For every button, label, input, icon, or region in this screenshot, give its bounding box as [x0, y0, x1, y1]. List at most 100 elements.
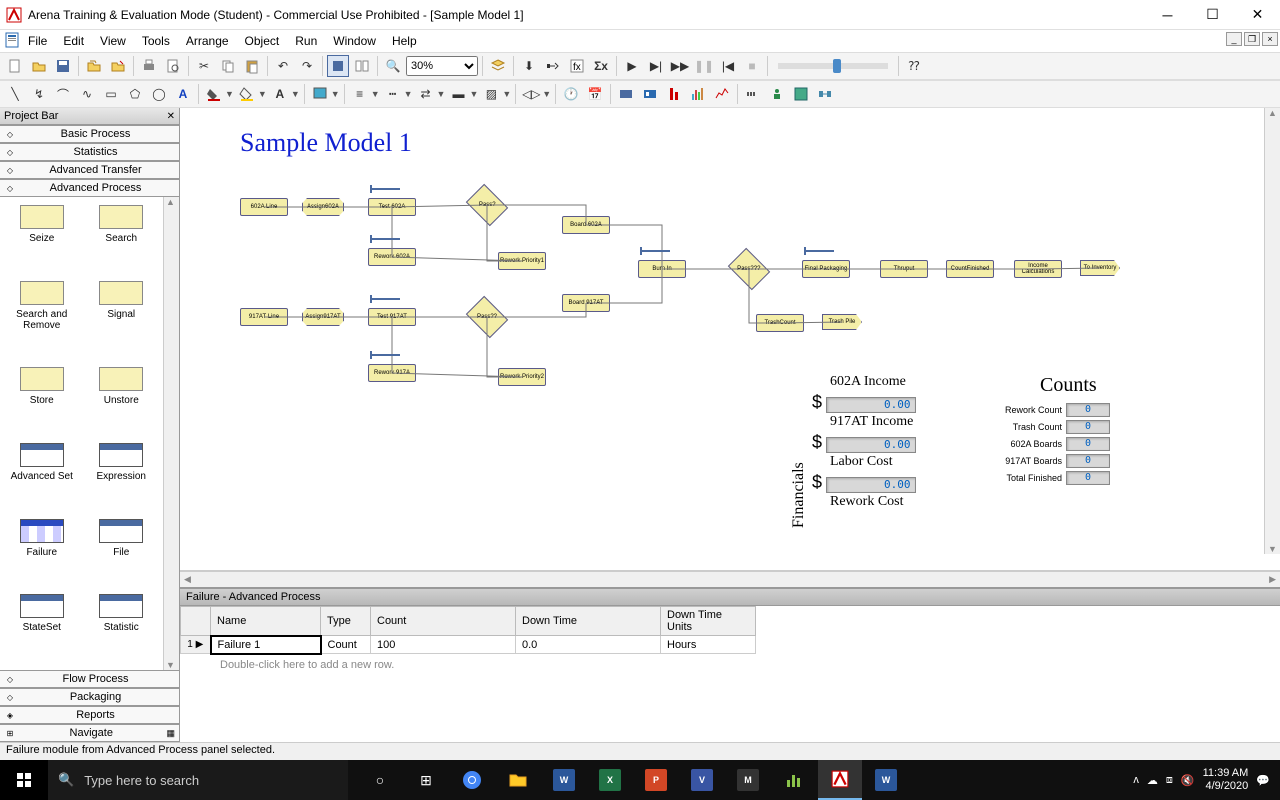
region-button[interactable]	[327, 55, 349, 77]
flownode-n7[interactable]: Rework Priority1	[498, 252, 546, 270]
flownode-n3[interactable]: Test 602A	[368, 198, 416, 216]
flownode-n21[interactable]: To Inventory	[1080, 260, 1120, 276]
text-color-button[interactable]: A	[269, 83, 291, 105]
app-visio[interactable]: V	[680, 760, 724, 800]
category-reports[interactable]: ◈Reports	[0, 706, 179, 724]
category-advanced-process[interactable]: ◇Advanced Process	[0, 179, 179, 197]
flownode-n1[interactable]: 602A Line	[240, 198, 288, 216]
flip-h-button[interactable]: ◁▷	[520, 83, 542, 105]
play-button[interactable]: ▶	[621, 55, 643, 77]
text-tool[interactable]: A	[172, 83, 194, 105]
category-advanced-transfer[interactable]: ◇Advanced Transfer	[0, 161, 179, 179]
module-advanced-set[interactable]: Advanced Set	[4, 443, 80, 511]
bucket-button[interactable]	[236, 83, 258, 105]
print-button[interactable]	[138, 55, 160, 77]
projectbar-scrollbar[interactable]	[163, 197, 179, 670]
flownode-n16[interactable]: Pass???	[728, 248, 770, 290]
hatch-button[interactable]: ▨	[480, 83, 502, 105]
connect-button[interactable]	[542, 55, 564, 77]
window-color-button[interactable]	[309, 83, 331, 105]
flownode-n20[interactable]: Income Calculations	[1014, 260, 1062, 278]
module-statistic[interactable]: Statistic	[84, 594, 160, 662]
table-row[interactable]: 1 ▶ Failure 1 Count 100 0.0 Hours	[181, 636, 756, 654]
flownode-n4[interactable]: Pass?	[466, 184, 508, 226]
anim-station-button[interactable]	[814, 83, 836, 105]
line-tool[interactable]: ╲	[4, 83, 26, 105]
col-type[interactable]: Type	[321, 607, 371, 636]
module-unstore[interactable]: Unstore	[84, 367, 160, 435]
menu-edit[interactable]: Edit	[55, 32, 92, 50]
module-file[interactable]: File	[84, 519, 160, 587]
menu-help[interactable]: Help	[384, 32, 425, 50]
cell-units[interactable]: Hours	[661, 636, 756, 654]
line-width-button[interactable]: ≡	[349, 83, 371, 105]
pause-button[interactable]: ❚❚	[693, 55, 715, 77]
cell-name[interactable]: Failure 1	[211, 636, 321, 654]
fill-color-button[interactable]	[203, 83, 225, 105]
module-stateset[interactable]: StateSet	[4, 594, 80, 662]
undo-button[interactable]: ↶	[272, 55, 294, 77]
menu-window[interactable]: Window	[325, 32, 384, 50]
app-word2[interactable]: W	[864, 760, 908, 800]
minimize-button[interactable]: ─	[1145, 0, 1190, 30]
layers-button[interactable]	[487, 55, 509, 77]
flownode-n23[interactable]: Trash Pile	[822, 314, 862, 330]
detach-button[interactable]	[107, 55, 129, 77]
open-button[interactable]	[28, 55, 50, 77]
menu-arrange[interactable]: Arrange	[178, 32, 237, 50]
flownode-n18[interactable]: Thruput	[880, 260, 928, 278]
tray-volume-icon[interactable]: 🔇	[1181, 774, 1195, 787]
category-navigate[interactable]: ⊞Navigate▦	[0, 724, 179, 742]
speed-slider[interactable]	[778, 63, 888, 69]
module-search-and-remove[interactable]: Search and Remove	[4, 281, 80, 360]
flownode-n2[interactable]: Assign602A	[302, 198, 344, 216]
category-statistics[interactable]: ◇Statistics	[0, 143, 179, 161]
app-chrome[interactable]	[450, 760, 494, 800]
menu-view[interactable]: View	[92, 32, 134, 50]
cortana-button[interactable]: ○	[358, 760, 402, 800]
menu-tools[interactable]: Tools	[134, 32, 178, 50]
menu-file[interactable]: File	[20, 32, 55, 50]
anim-plot-button[interactable]	[711, 83, 733, 105]
anim-clock-button[interactable]: 🕐	[560, 83, 582, 105]
cell-type[interactable]: Count	[321, 636, 371, 654]
fastfwd-button[interactable]: ▶▶	[669, 55, 691, 77]
stop-button[interactable]: ■	[741, 55, 763, 77]
canvas-scrollbar-v[interactable]	[1264, 108, 1280, 554]
box-tool[interactable]: ▭	[100, 83, 122, 105]
close-button[interactable]: ✕	[1235, 0, 1280, 30]
module-seize[interactable]: Seize	[4, 205, 80, 273]
flownode-n5[interactable]: Board 602A	[562, 216, 610, 234]
menu-run[interactable]: Run	[287, 32, 325, 50]
ellipse-tool[interactable]: ◯	[148, 83, 170, 105]
mdi-restore-button[interactable]: ❐	[1244, 32, 1260, 46]
module-expression[interactable]: Expression	[84, 443, 160, 511]
module-signal[interactable]: Signal	[84, 281, 160, 360]
menu-object[interactable]: Object	[237, 32, 288, 50]
col-units[interactable]: Down Time Units	[661, 607, 756, 636]
model-canvas[interactable]: Sample Model 1 602A LineAssign602ATest 6…	[180, 108, 1280, 571]
module-store[interactable]: Store	[4, 367, 80, 435]
polygon-tool[interactable]: ⬠	[124, 83, 146, 105]
polyline-tool[interactable]: ↯	[28, 83, 50, 105]
flownode-n15[interactable]: Burn In	[638, 260, 686, 278]
col-count[interactable]: Count	[371, 607, 516, 636]
anim-var-button[interactable]	[615, 83, 637, 105]
tray-dropbox-icon[interactable]: ⧈	[1166, 774, 1173, 787]
taskbar-search[interactable]: 🔍Type here to search	[48, 760, 348, 800]
cell-downtime[interactable]: 0.0	[516, 636, 661, 654]
anim-entity-button[interactable]	[639, 83, 661, 105]
submodel-button[interactable]: ⬇	[518, 55, 540, 77]
cell-count[interactable]: 100	[371, 636, 516, 654]
flownode-n12[interactable]: Board 917AT	[562, 294, 610, 312]
col-downtime[interactable]: Down Time	[516, 607, 661, 636]
start-button[interactable]	[0, 760, 48, 800]
app-excel[interactable]: X	[588, 760, 632, 800]
app-word[interactable]: W	[542, 760, 586, 800]
arrow-style-button[interactable]: ⇄	[415, 83, 437, 105]
flownode-n14[interactable]: Rework Priority2	[498, 368, 546, 386]
context-help-button[interactable]: ⁇	[903, 55, 925, 77]
expression-button[interactable]: fx	[566, 55, 588, 77]
add-row-hint[interactable]: Double-click here to add a new row.	[180, 655, 1280, 675]
flownode-n22[interactable]: TrashCount	[756, 314, 804, 332]
